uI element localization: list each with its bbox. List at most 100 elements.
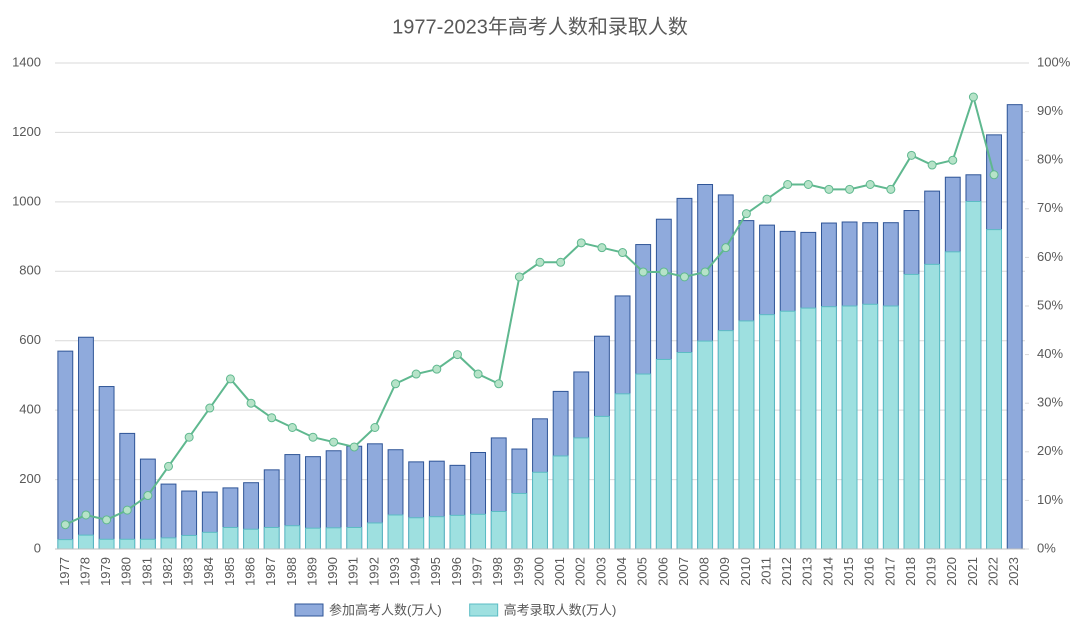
y-tick-label: 1200 <box>12 124 41 139</box>
x-tick-label: 2001 <box>552 557 567 586</box>
bar <box>78 534 94 550</box>
bar <box>181 534 198 550</box>
x-tick-label: 1980 <box>119 557 134 586</box>
bar <box>346 526 363 550</box>
rate-marker <box>906 150 916 160</box>
x-tick-label: 1983 <box>181 557 196 586</box>
rate-marker <box>886 184 896 194</box>
y-tick-label: 200 <box>19 471 41 486</box>
bar <box>841 305 858 550</box>
x-tick-label: 1981 <box>139 557 154 586</box>
bar <box>139 538 156 550</box>
bar <box>717 330 734 550</box>
bar <box>470 513 487 550</box>
rate-marker <box>473 369 483 379</box>
x-tick-label: 2016 <box>862 557 877 586</box>
x-tick-label: 1979 <box>98 557 113 586</box>
rate-marker <box>989 170 999 180</box>
x-tick-label: 2010 <box>738 557 753 586</box>
x-tick-label: 2009 <box>717 557 732 586</box>
y2-tick-label: 10% <box>1037 492 1063 507</box>
bar <box>903 273 920 550</box>
bar <box>119 432 136 550</box>
rate-marker <box>597 243 607 253</box>
bar <box>697 340 714 550</box>
rate-marker <box>535 257 545 267</box>
rate-marker <box>432 364 442 374</box>
bar <box>965 201 982 550</box>
bar <box>201 531 218 550</box>
x-tick-label: 1985 <box>222 557 237 586</box>
rate-marker <box>452 350 462 360</box>
bar <box>882 305 899 550</box>
y-tick-label: 1400 <box>12 54 41 69</box>
x-tick-label: 1984 <box>201 557 216 586</box>
bar <box>552 455 569 550</box>
x-tick-label: 1991 <box>346 557 361 586</box>
rate-marker <box>659 267 669 277</box>
bar <box>676 352 693 550</box>
x-tick-label: 1997 <box>470 557 485 586</box>
rate-marker <box>81 510 91 520</box>
rate-marker <box>494 379 504 389</box>
bar <box>593 415 610 550</box>
rate-marker <box>824 184 834 194</box>
x-tick-label: 2011 <box>758 557 773 585</box>
y2-tick-label: 80% <box>1037 152 1063 167</box>
bar <box>986 229 1002 550</box>
bar <box>1006 104 1023 550</box>
rate-marker <box>865 180 875 189</box>
rate-marker <box>267 413 277 423</box>
x-tick-label: 2022 <box>985 557 1000 586</box>
x-tick-label: 1986 <box>243 557 258 586</box>
x-tick-label: 2012 <box>779 557 794 586</box>
y2-tick-label: 70% <box>1037 200 1063 215</box>
rate-marker <box>927 160 937 170</box>
x-tick-label: 1987 <box>263 557 278 586</box>
bar <box>98 386 115 550</box>
bar <box>366 522 383 550</box>
bar <box>635 373 652 550</box>
bar <box>532 471 548 550</box>
legend-label: 参加高考人数(万人) <box>329 602 442 617</box>
bar <box>924 263 941 550</box>
rate-marker <box>700 267 710 277</box>
bar <box>779 310 796 550</box>
rate-marker <box>308 432 318 442</box>
y2-tick-label: 20% <box>1037 443 1063 458</box>
rate-marker <box>349 442 359 452</box>
rate-marker <box>164 461 174 471</box>
bar <box>387 514 404 550</box>
legend-swatch <box>469 603 499 617</box>
bar <box>284 525 301 550</box>
x-tick-label: 1982 <box>160 557 175 586</box>
x-tick-label: 1977 <box>57 557 72 586</box>
x-tick-label: 2004 <box>614 557 629 586</box>
x-tick-label: 1993 <box>387 557 402 586</box>
bar <box>821 306 837 550</box>
bar <box>449 514 466 550</box>
rate-marker <box>556 257 566 267</box>
x-tick-label: 2017 <box>882 557 897 586</box>
x-tick-label: 2023 <box>1006 557 1021 586</box>
x-tick-label: 1992 <box>366 557 381 586</box>
rate-marker <box>287 423 297 432</box>
bar <box>944 251 961 550</box>
bar <box>490 511 507 550</box>
y-tick-label: 0 <box>34 540 41 555</box>
x-tick-label: 2015 <box>841 557 856 586</box>
y-tick-label: 1000 <box>12 193 41 208</box>
y2-tick-label: 50% <box>1037 297 1063 312</box>
y2-tick-label: 40% <box>1037 346 1063 361</box>
x-tick-label: 2020 <box>944 557 959 586</box>
y-tick-label: 600 <box>19 332 41 347</box>
rate-marker <box>514 272 524 282</box>
rate-marker <box>618 248 628 258</box>
rate-marker <box>721 243 731 253</box>
rate-marker <box>391 379 401 389</box>
bar <box>800 307 817 550</box>
x-tick-label: 2005 <box>635 557 650 586</box>
legend-swatch <box>294 603 324 617</box>
x-tick-label: 1990 <box>325 557 340 586</box>
